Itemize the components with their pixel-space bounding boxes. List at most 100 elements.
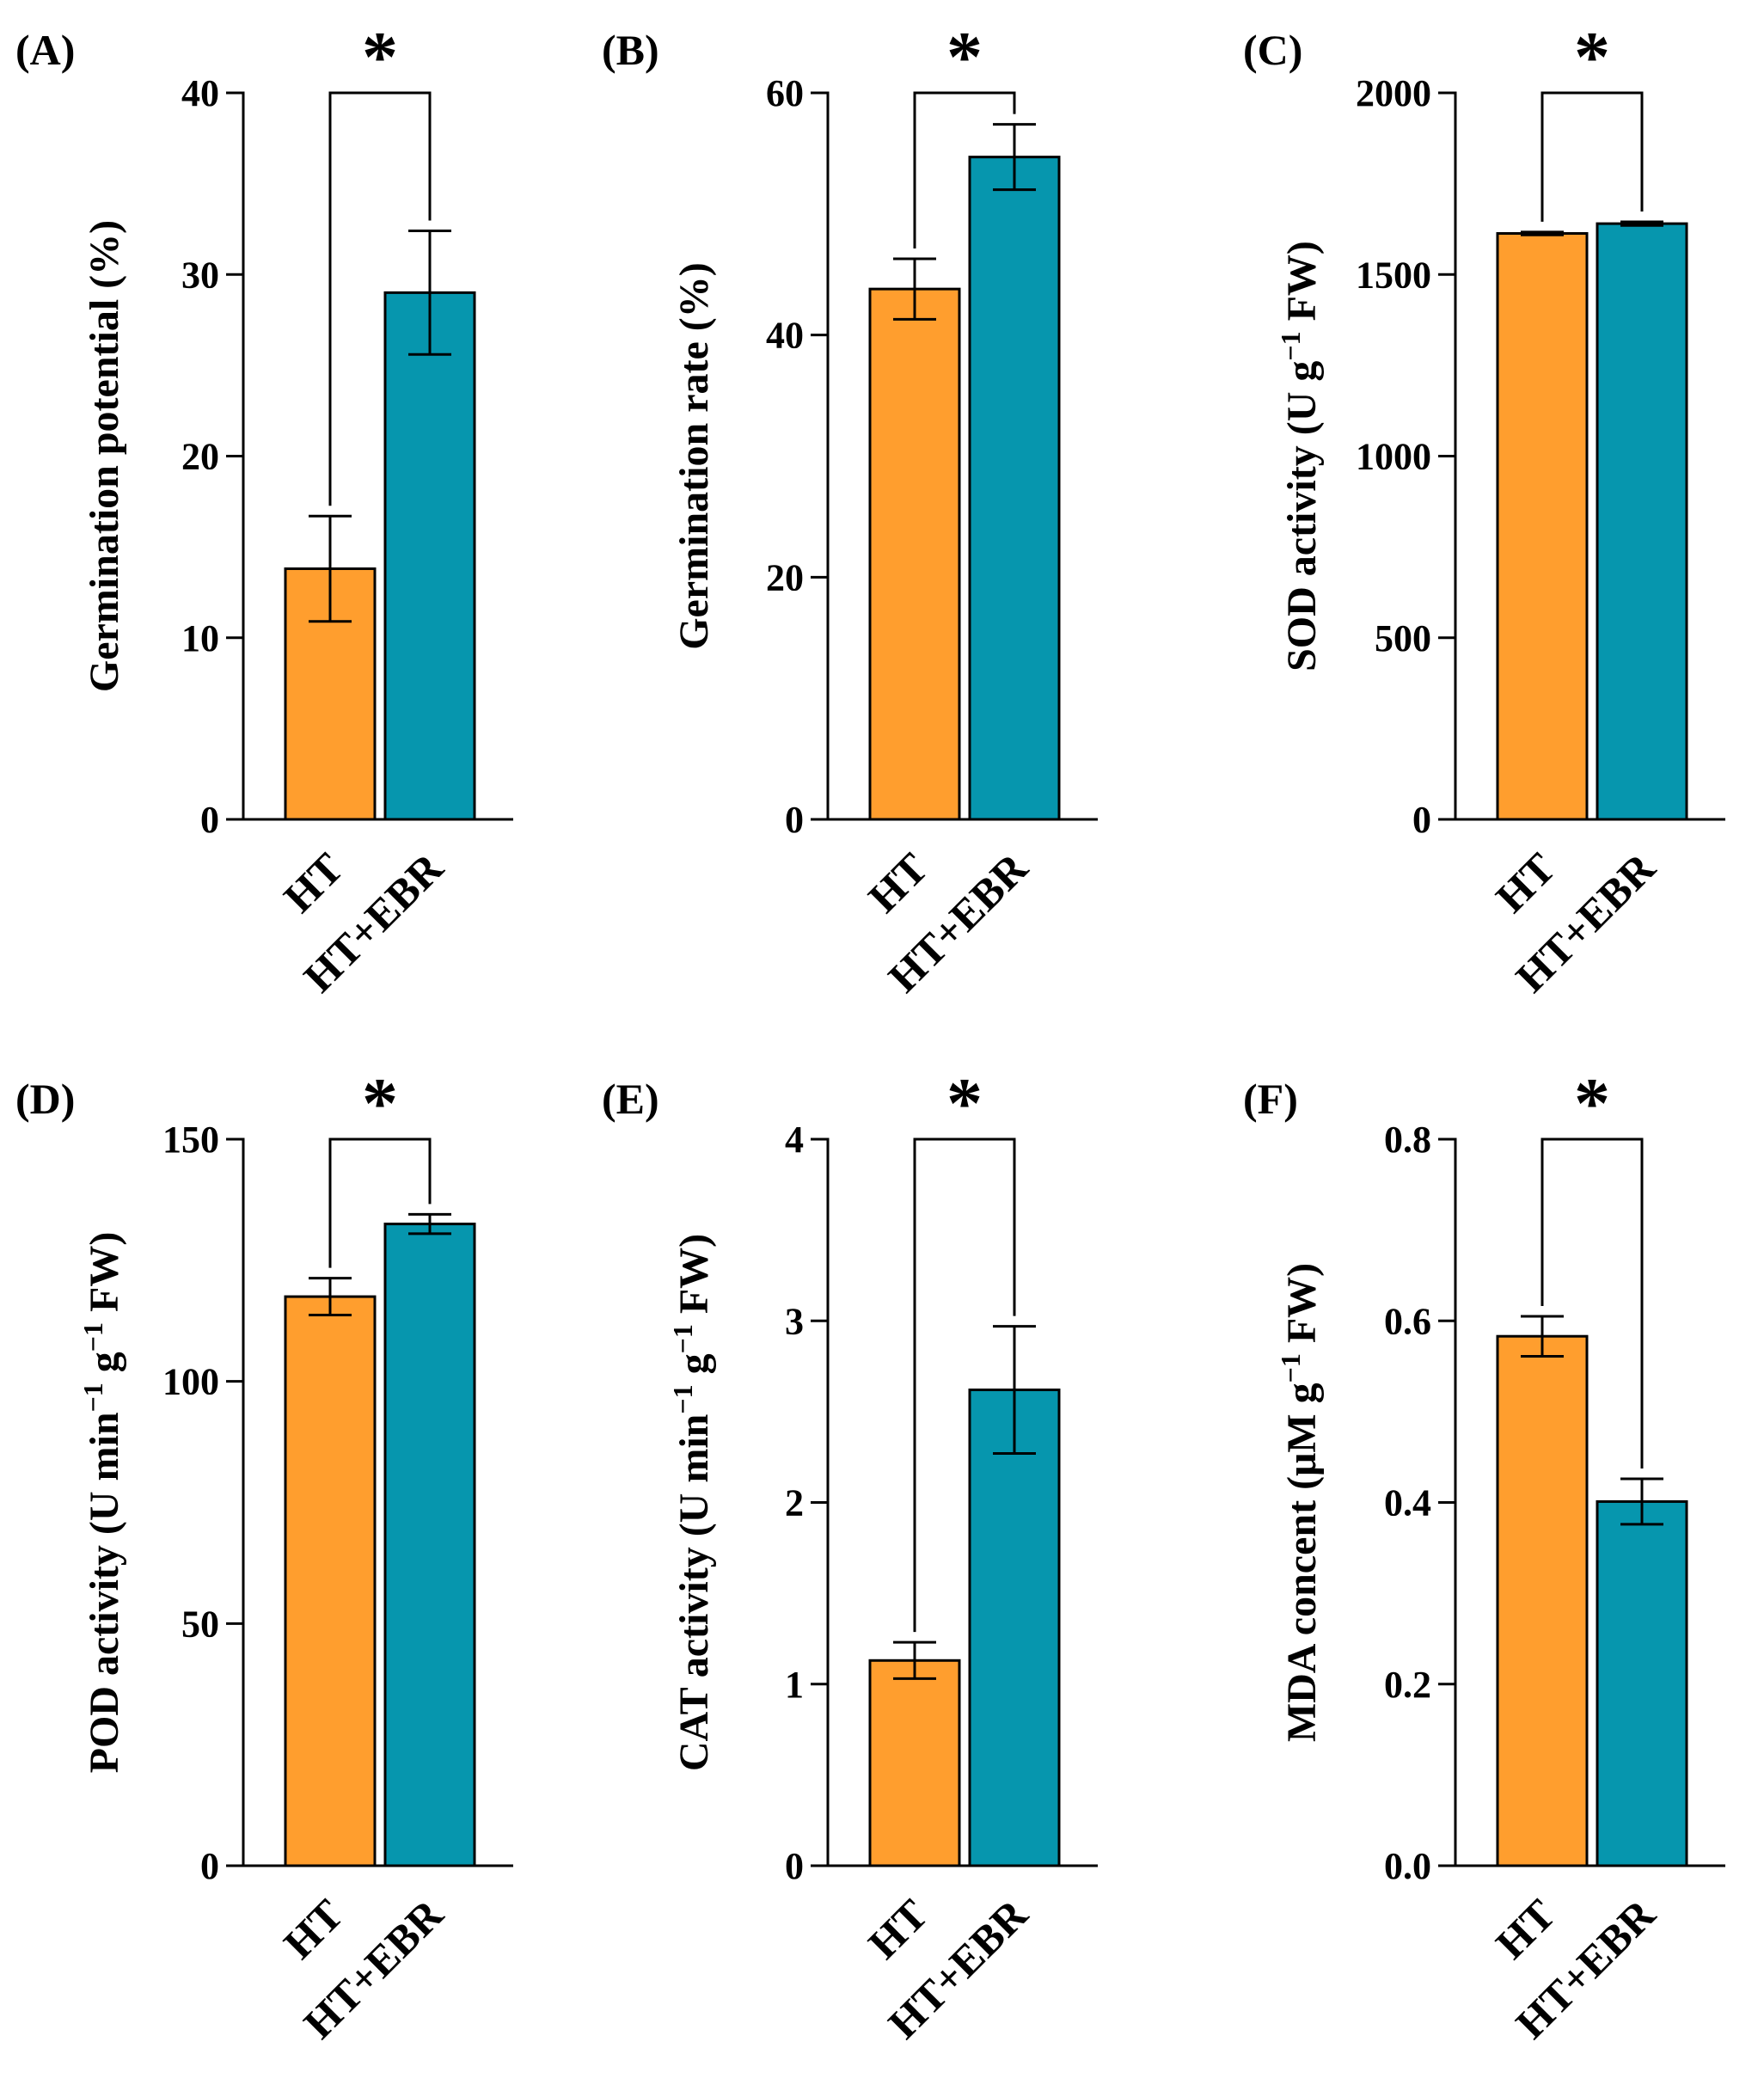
significance-bracket: [1540, 91, 1644, 222]
bar-ht-plus-ebr: [1596, 1499, 1688, 1867]
significance-bracket: [328, 1137, 432, 1268]
y-tick-label: 40: [181, 72, 219, 114]
y-tick-label: 500: [1375, 617, 1431, 659]
significance-star: *: [946, 1064, 983, 1144]
panel-label: (F): [1243, 1075, 1298, 1123]
y-tick-label: 0.4: [1384, 1482, 1431, 1524]
axis-title-part: MDA concent (μM g: [1279, 1383, 1325, 1742]
y-tick-label: 1500: [1356, 254, 1431, 296]
significance-bracket: [913, 1137, 1016, 1633]
y-tick-label: 0: [200, 1845, 219, 1887]
y-tick-label: 50: [181, 1603, 219, 1645]
y-tick-label: 100: [162, 1361, 219, 1403]
y-tick-label: 0: [200, 799, 219, 841]
axis-title-part: g: [82, 1352, 127, 1383]
bar-ht-plus-ebr: [383, 1223, 476, 1867]
axis-title-part: CAT activity (U min: [671, 1414, 717, 1772]
axis-title-superscript: −1: [1275, 331, 1306, 360]
significance-bracket: [1540, 1137, 1644, 1469]
bar-ht: [1496, 1334, 1589, 1867]
significance-bracket: [913, 91, 1016, 248]
y-tick-label: 2000: [1356, 72, 1431, 114]
category-label: HT: [859, 843, 937, 922]
bar-ht-plus-ebr: [383, 291, 476, 821]
error-bar: [408, 230, 451, 356]
y-tick-label: 0.0: [1384, 1845, 1431, 1887]
y-tick-label: 20: [766, 556, 804, 598]
bar-ht: [868, 287, 961, 821]
significance-star: *: [362, 17, 398, 97]
category-label: HT: [1486, 843, 1565, 922]
error-bar: [1521, 1315, 1564, 1358]
y-tick-label: 3: [785, 1300, 804, 1342]
panel-label: (C): [1243, 26, 1302, 74]
error-bar: [309, 1277, 352, 1316]
axis-title-superscript: −1: [1275, 1353, 1306, 1383]
category-label: HT: [274, 843, 352, 922]
error-bar: [993, 1325, 1036, 1455]
axis-title-part: SOD activity (U g: [1279, 361, 1325, 671]
y-tick-label: 10: [181, 617, 219, 659]
y-tick-label: 2: [785, 1482, 804, 1524]
significance-star: *: [1574, 17, 1610, 97]
error-bar: [1620, 220, 1663, 227]
axis-title-part: POD activity (U min: [82, 1412, 127, 1773]
error-bar: [408, 1212, 451, 1236]
y-axis-title: POD activity (U min−1 g−1 FW): [77, 1232, 127, 1774]
axis-title-part: FW): [671, 1234, 717, 1324]
y-axis-title: Germination potential (%): [82, 220, 127, 692]
bar-ht: [1496, 232, 1589, 821]
panel-label: (E): [602, 1075, 659, 1123]
axis-title-superscript: −1: [667, 1384, 698, 1413]
y-tick-label: 1: [785, 1664, 804, 1706]
y-tick-label: 0.2: [1384, 1664, 1431, 1706]
y-tick-label: 0: [785, 1845, 804, 1887]
bar-ht: [284, 1295, 377, 1867]
y-tick-label: 0: [785, 799, 804, 841]
panel-label: (D): [15, 1075, 75, 1123]
error-bar: [1620, 1477, 1663, 1526]
error-bar: [309, 514, 352, 623]
y-axis-title: CAT activity (U min−1 g−1 FW): [667, 1234, 717, 1771]
bar-ht-plus-ebr: [968, 156, 1061, 821]
y-tick-label: 4: [785, 1119, 804, 1161]
axis-title-part: FW): [1279, 241, 1325, 331]
panel-label: (B): [602, 26, 659, 74]
error-bar: [993, 123, 1036, 192]
y-tick-label: 20: [181, 436, 219, 478]
y-axis-title: SOD activity (U g−1 FW): [1275, 241, 1325, 671]
axis-title-superscript: −1: [667, 1324, 698, 1353]
y-tick-label: 0: [1412, 799, 1431, 841]
axis-title-part: FW): [1279, 1263, 1325, 1353]
axis-title-superscript: −1: [77, 1383, 108, 1412]
significance-star: *: [946, 17, 983, 97]
y-axis-title: Germination rate (%): [671, 262, 717, 650]
y-tick-label: 150: [162, 1119, 219, 1161]
axis-title-part: FW): [82, 1232, 127, 1322]
significance-bracket: [328, 91, 432, 506]
category-label: HT: [274, 1890, 352, 1968]
y-tick-label: 0.6: [1384, 1300, 1431, 1342]
error-bar: [893, 257, 936, 321]
y-axis-title: MDA concent (μM g−1 FW): [1275, 1263, 1325, 1742]
bar-ht: [868, 1659, 961, 1867]
y-tick-label: 60: [766, 72, 804, 114]
error-bar: [893, 1640, 936, 1680]
significance-star: *: [1574, 1064, 1610, 1144]
bar-ht-plus-ebr: [968, 1389, 1061, 1867]
category-label: HT: [1486, 1890, 1565, 1968]
category-label: HT: [859, 1890, 937, 1968]
y-tick-label: 0.8: [1384, 1119, 1431, 1161]
y-tick-label: 40: [766, 315, 804, 357]
panel-label: (A): [15, 26, 75, 74]
significance-star: *: [362, 1064, 398, 1144]
y-tick-label: 1000: [1356, 436, 1431, 478]
axis-title-superscript: −1: [77, 1322, 108, 1352]
axis-title-part: g: [671, 1353, 717, 1384]
